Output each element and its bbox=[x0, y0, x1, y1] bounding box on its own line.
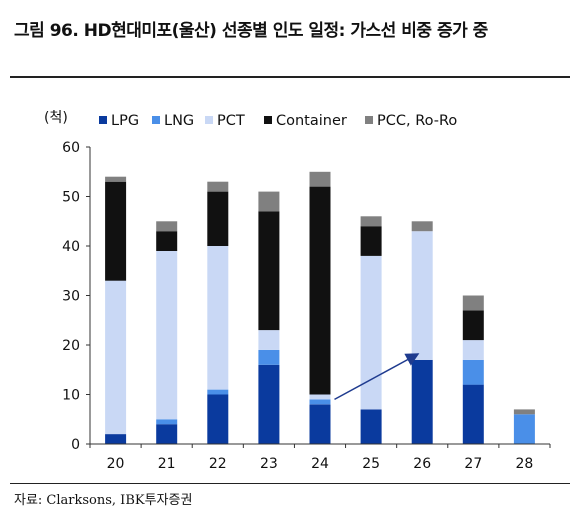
bar-pcc-ro-ro-23 bbox=[258, 191, 280, 212]
bar-pct-27 bbox=[462, 340, 484, 360]
title-divider bbox=[10, 76, 570, 78]
bar-pct-22 bbox=[207, 246, 229, 390]
bar-lng-23 bbox=[258, 349, 280, 365]
bar-lpg-26 bbox=[411, 359, 433, 444]
x-tick-label-21: 21 bbox=[158, 456, 176, 472]
chart-title: 그림 96. HD현대미포(울산) 선종별 인도 일정: 가스선 비중 증가 중 bbox=[14, 21, 488, 41]
annotations-group bbox=[334, 353, 420, 401]
bar-pct-26 bbox=[411, 231, 433, 360]
bar-lng-22 bbox=[207, 389, 229, 395]
y-axis-unit: (척) bbox=[44, 110, 68, 126]
legend-label-pct: PCT bbox=[217, 113, 245, 129]
y-tick-label-40: 40 bbox=[62, 239, 80, 255]
bar-lpg-20 bbox=[105, 434, 127, 444]
bar-lng-21 bbox=[156, 419, 178, 425]
bar-pcc-ro-ro-21 bbox=[156, 221, 178, 232]
legend-label-lng: LNG bbox=[164, 113, 194, 129]
x-tick-label-20: 20 bbox=[107, 456, 125, 472]
legend-label-container: Container bbox=[276, 113, 347, 129]
bar-lng-24 bbox=[309, 399, 331, 405]
bar-container-27 bbox=[462, 310, 484, 341]
trend-arrow-0 bbox=[334, 353, 420, 401]
y-tick-label-60: 60 bbox=[62, 140, 80, 156]
legend: LPG LNG PCT Container PCC, Ro-Ro bbox=[99, 113, 457, 129]
y-tick-label-10: 10 bbox=[62, 388, 80, 404]
legend-swatch-lpg bbox=[99, 116, 107, 124]
bar-lng-27 bbox=[462, 359, 484, 385]
bar-pct-21 bbox=[156, 250, 178, 420]
bar-container-22 bbox=[207, 191, 229, 246]
bar-pcc-ro-ro-20 bbox=[105, 176, 127, 182]
x-tick-label-22: 22 bbox=[209, 456, 227, 472]
bar-lpg-21 bbox=[156, 424, 178, 444]
source-note: 자료: Clarksons, IBK투자증권 bbox=[14, 493, 193, 508]
bar-pcc-ro-ro-24 bbox=[309, 171, 331, 187]
bar-pcc-ro-ro-25 bbox=[360, 216, 382, 227]
legend-swatch-container bbox=[264, 116, 272, 124]
x-tick-label-26: 26 bbox=[413, 456, 431, 472]
axes-group: 0 10 20 30 40 50 60 20 21 22 23 24 25 26 27 28 bbox=[62, 140, 551, 472]
bar-container-21 bbox=[156, 231, 178, 251]
bar-pcc-ro-ro-22 bbox=[207, 181, 229, 192]
bar-pct-25 bbox=[360, 255, 382, 410]
bar-pct-20 bbox=[105, 280, 127, 435]
x-tick-label-25: 25 bbox=[362, 456, 380, 472]
footer-divider bbox=[10, 483, 570, 484]
bar-pcc-ro-ro-27 bbox=[462, 295, 484, 311]
bar-lpg-23 bbox=[258, 364, 280, 444]
bar-pcc-ro-ro-26 bbox=[411, 221, 433, 232]
x-tick-label-28: 28 bbox=[516, 456, 534, 472]
x-tick-label-23: 23 bbox=[260, 456, 278, 472]
legend-swatch-lng bbox=[152, 116, 160, 124]
bar-lng-28 bbox=[513, 414, 535, 444]
bar-lpg-24 bbox=[309, 404, 331, 444]
legend-label-lpg: LPG bbox=[111, 113, 139, 129]
bar-container-25 bbox=[360, 226, 382, 256]
bar-pct-23 bbox=[258, 330, 280, 350]
legend-swatch-pct bbox=[205, 116, 213, 124]
legend-swatch-pcc-ro-ro bbox=[365, 116, 373, 124]
bar-pct-24 bbox=[309, 394, 331, 400]
bar-container-24 bbox=[309, 186, 331, 395]
y-tick-label-30: 30 bbox=[62, 289, 80, 305]
bars-group bbox=[105, 171, 535, 444]
bar-container-20 bbox=[105, 181, 127, 281]
bar-lpg-27 bbox=[462, 384, 484, 444]
legend-label-pcc-ro-ro: PCC, Ro-Ro bbox=[377, 113, 457, 129]
x-tick-label-27: 27 bbox=[464, 456, 482, 472]
bar-lpg-25 bbox=[360, 409, 382, 444]
bar-container-23 bbox=[258, 211, 280, 331]
bar-pcc-ro-ro-28 bbox=[513, 409, 535, 415]
y-tick-label-20: 20 bbox=[62, 338, 80, 354]
y-tick-label-50: 50 bbox=[62, 190, 80, 206]
y-tick-label-0: 0 bbox=[71, 437, 80, 453]
x-tick-label-24: 24 bbox=[311, 456, 329, 472]
bar-lpg-22 bbox=[207, 394, 229, 444]
